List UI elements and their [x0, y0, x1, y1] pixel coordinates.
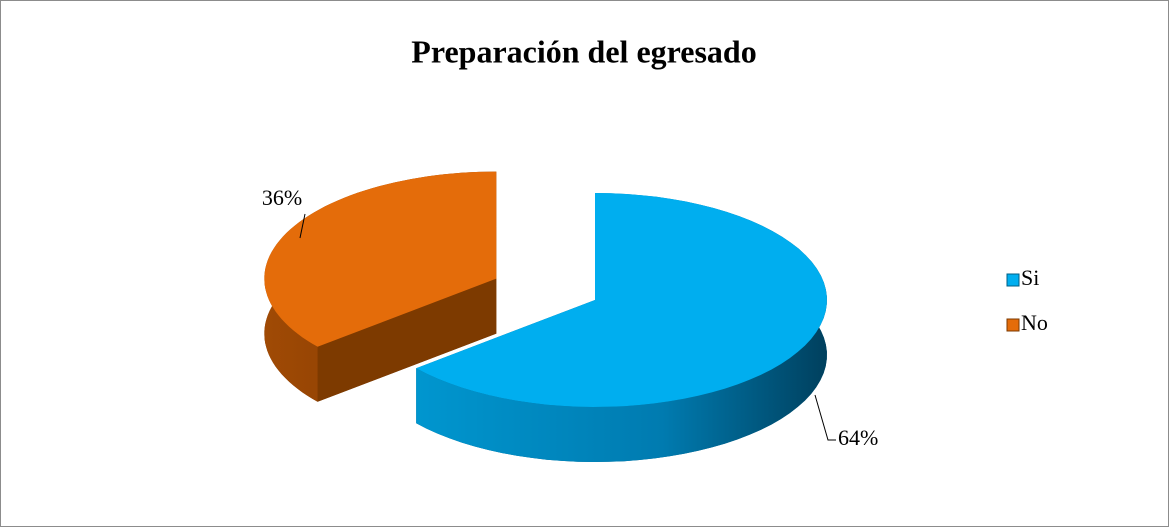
slice-cut-face: [317, 278, 497, 402]
legend-swatch: [1006, 273, 1020, 287]
legend-label: Si: [1021, 265, 1039, 290]
slice: [264, 171, 497, 347]
leader-line: [814, 394, 836, 441]
data-label: 36%: [262, 185, 302, 210]
legend-swatch: [1006, 318, 1020, 332]
slice: [416, 193, 827, 407]
chart-title: Preparación del egresado: [411, 33, 756, 69]
leader-line: [299, 213, 306, 239]
legend-label: No: [1021, 310, 1048, 335]
data-label: 64%: [838, 425, 878, 450]
